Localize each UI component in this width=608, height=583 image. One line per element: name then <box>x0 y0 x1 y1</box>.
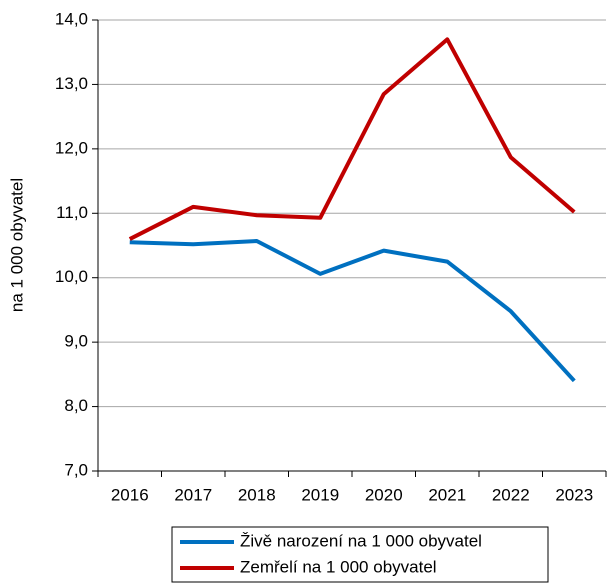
y-tick-label: 10,0 <box>55 267 88 286</box>
y-tick-label: 13,0 <box>55 74 88 93</box>
x-tick-label: 2021 <box>428 485 466 504</box>
x-tick-label: 2017 <box>174 485 212 504</box>
x-tick-label: 2018 <box>238 485 276 504</box>
x-tick-label: 2022 <box>492 485 530 504</box>
y-tick-label: 14,0 <box>55 9 88 28</box>
x-tick-label: 2020 <box>365 485 403 504</box>
legend-label: Živě narození na 1 000 obyvatel <box>240 531 482 550</box>
y-axis-label: na 1 000 obyvatel <box>7 178 26 312</box>
y-tick-label: 12,0 <box>55 138 88 157</box>
line-series <box>128 37 576 241</box>
legend-label: Zemřelí na 1 000 obyvatel <box>240 557 437 576</box>
x-tick-label: 2016 <box>111 485 149 504</box>
line-series <box>129 238 576 383</box>
y-tick-label: 9,0 <box>64 332 88 351</box>
legend-box <box>171 526 549 583</box>
x-tick-label: 2019 <box>301 485 339 504</box>
y-tick-label: 8,0 <box>64 396 88 415</box>
x-tick-label: 2023 <box>555 485 593 504</box>
y-tick-label: 11,0 <box>56 203 88 222</box>
y-tick-label: 7,0 <box>64 460 88 479</box>
